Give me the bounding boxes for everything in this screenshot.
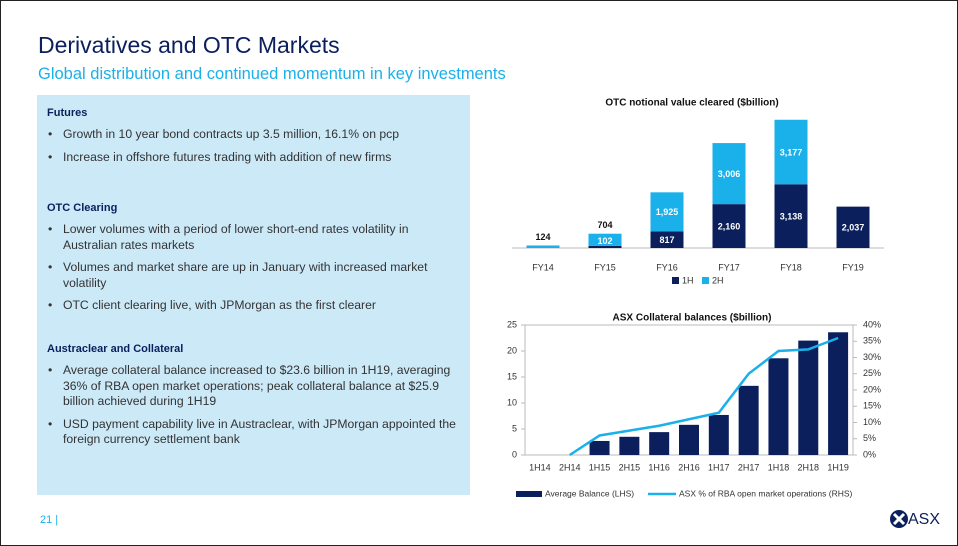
bar-segment [650,192,684,232]
x-tick-label: 1H15 [589,462,611,472]
chart-title: OTC notional value cleared ($billion) [605,98,778,109]
bar [798,340,819,455]
legend-label: 2H [712,275,724,285]
data-label: 817 [659,235,674,245]
bar-segment [712,143,746,205]
section-heading: Austraclear and Collateral [47,343,184,355]
logo: ASX [890,510,940,528]
chart-title: ASX Collateral balances ($billion) [613,313,772,324]
total-label: 704 [597,220,612,230]
bar [619,436,640,455]
legend-swatch [672,277,679,284]
x-tick-label: FY14 [532,262,554,272]
x-tick-label: FY19 [842,262,864,272]
bar [708,414,729,455]
section-heading: Futures [47,107,88,119]
data-label: 2,037 [842,223,865,233]
x-tick-label: FY16 [656,262,678,272]
section-heading: OTC Clearing [47,202,118,214]
section: OTC Clearing Lower volumes with a period … [47,202,462,321]
x-tick-label: FY18 [780,262,802,272]
legend-label: ASX % of RBA open market operations (RHS… [679,488,853,498]
data-label: 3,177 [780,147,803,157]
x-tick-label: 1H16 [648,462,670,472]
total-label: 124 [535,232,550,242]
x-tick-label: 1H19 [827,462,849,472]
x-tick-label: 2H15 [619,462,641,472]
y-tick-label: 15 [507,371,517,381]
text-panel: Futures Growth in 10 year bond contracts … [37,95,470,495]
bar-segment [526,245,560,248]
bar-segment [712,204,746,248]
section: Futures Growth in 10 year bond contracts … [47,107,462,172]
bar [589,440,610,455]
x-tick-label: 1H14 [529,462,551,472]
bullet-list: Average collateral balance increased to … [47,363,462,448]
y2-tick-label: 35% [863,336,881,346]
x-tick-label: FY15 [594,262,616,272]
bullet: Growth in 10 year bond contracts up 3.5 … [48,127,462,143]
bar [649,432,670,455]
bar-segment [836,206,870,248]
x-tick-label: 1H18 [768,462,790,472]
data-label: 2,160 [718,221,741,231]
y-tick-label: 5 [512,423,517,433]
bar [738,385,759,455]
bar-segment [774,119,808,185]
data-label: 3,138 [780,212,803,222]
bar-segment [588,245,622,248]
bar [828,332,849,455]
x-tick-label: FY17 [718,262,740,272]
x-tick-label: 2H14 [559,462,581,472]
y2-tick-label: 40% [863,319,881,329]
bar [679,424,699,455]
x-tick-label: 2H17 [738,462,760,472]
legend-swatch [702,277,709,284]
bar-segment [774,184,808,248]
data-label: 3,006 [718,169,741,179]
y-tick-label: 10 [507,397,517,407]
legend-swatch [516,491,542,497]
y2-tick-label: 15% [863,401,881,411]
legend-label: 1H [682,275,694,285]
bullet: Average collateral balance increased to … [48,363,462,410]
bullet-list: Lower volumes with a period of lower sho… [47,222,462,314]
bar-segment [588,233,622,246]
slide-subtitle: Global distribution and continued moment… [38,65,506,83]
logo-text: ASX [908,511,940,528]
bullet: Volumes and market share are up in Janua… [48,260,462,291]
y2-tick-label: 0% [863,449,876,459]
data-label: 1,925 [656,207,679,217]
y2-tick-label: 20% [863,384,881,394]
data-label: 102 [597,236,612,246]
x-tick-label: 2H18 [798,462,820,472]
bullet: Increase in offshore futures trading wit… [48,150,462,166]
line-series [569,336,839,457]
y2-tick-label: 30% [863,352,881,362]
bullet: USD payment capability live in Austracle… [48,417,462,448]
bullet-list: Growth in 10 year bond contracts up 3.5 … [47,127,462,165]
y-tick-label: 25 [507,319,517,329]
bar [768,358,789,455]
y-tick-label: 20 [507,345,517,355]
y2-tick-label: 25% [863,368,881,378]
y-tick-label: 0 [512,449,517,459]
x-tick-label: 2H16 [678,462,700,472]
section: Austraclear and Collateral Average collat… [47,343,462,455]
logo-cross [892,512,906,526]
legend-label: Average Balance (LHS) [545,488,634,498]
bar-segment [650,231,684,248]
y2-tick-label: 10% [863,417,881,427]
x-tick-label: 1H17 [708,462,730,472]
bullet: OTC client clearing live, with JPMorgan … [48,298,462,314]
slide-title: Derivatives and OTC Markets [38,32,340,58]
page-number: 21 | [40,514,59,526]
bullet: Lower volumes with a period of lower sho… [48,222,462,253]
y2-tick-label: 5% [863,433,876,443]
